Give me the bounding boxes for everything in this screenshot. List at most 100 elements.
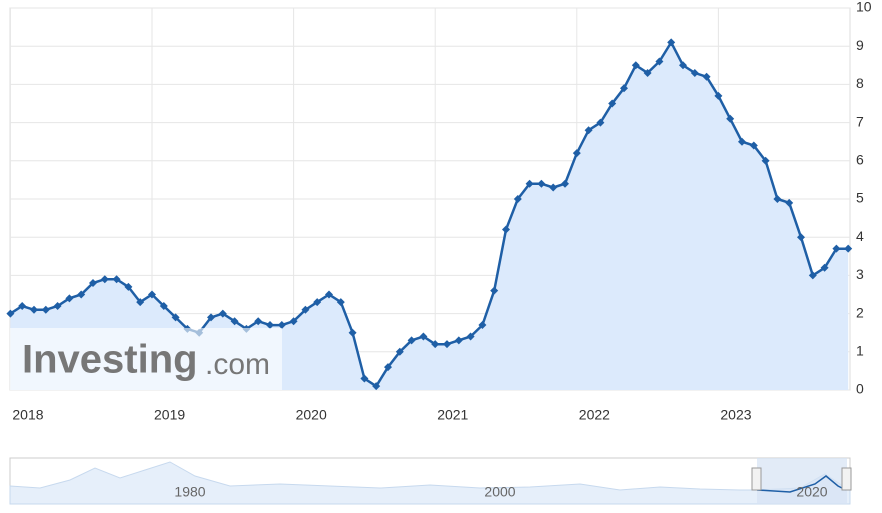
marker	[148, 290, 156, 299]
marker	[77, 290, 86, 299]
y-tick-label: 5	[856, 190, 864, 206]
marker	[443, 340, 451, 349]
marker	[655, 57, 664, 66]
marker	[41, 305, 50, 314]
marker	[266, 321, 274, 330]
marker	[608, 99, 617, 108]
marker	[773, 195, 782, 203]
marker	[419, 332, 428, 341]
marker	[844, 244, 853, 253]
marker	[89, 279, 97, 288]
marker	[702, 72, 711, 81]
marker	[100, 275, 109, 284]
marker	[6, 309, 15, 318]
y-tick-label: 1	[856, 343, 864, 359]
marker	[513, 195, 522, 203]
marker	[372, 382, 381, 391]
marker	[761, 156, 770, 165]
marker	[171, 313, 180, 322]
x-tick-label: 2021	[437, 407, 468, 423]
marker	[490, 286, 499, 295]
marker	[136, 298, 145, 307]
marker	[820, 263, 829, 272]
y-tick-label: 8	[856, 75, 864, 91]
marker	[502, 225, 510, 234]
marker	[301, 305, 310, 314]
x-tick-label: 2019	[154, 407, 185, 423]
marker	[631, 61, 640, 70]
navigator-label: 2020	[796, 484, 827, 500]
y-tick-label: 10	[856, 0, 872, 15]
marker	[395, 347, 404, 356]
marker	[207, 313, 215, 322]
y-tick-label: 3	[856, 266, 864, 282]
marker	[277, 321, 286, 330]
marker	[407, 336, 416, 345]
navigator-handle[interactable]	[841, 467, 852, 491]
marker	[525, 179, 534, 188]
watermark-brand: Investing	[22, 338, 198, 382]
marker	[454, 336, 463, 345]
navigator: 1980 2000 2020	[9, 457, 852, 505]
marker	[124, 282, 133, 291]
x-tick-label: 2020	[296, 407, 327, 423]
watermark-bg	[10, 328, 282, 390]
y-tick-label: 7	[856, 113, 864, 129]
marker	[797, 233, 805, 242]
marker	[348, 328, 357, 337]
marker	[159, 301, 168, 310]
marker	[30, 305, 38, 314]
marker	[325, 290, 333, 299]
marker	[667, 38, 676, 47]
marker	[336, 298, 345, 307]
marker	[313, 298, 322, 307]
marker	[112, 275, 121, 284]
x-tick-label: 2022	[579, 407, 610, 423]
marker	[384, 363, 392, 372]
marker	[289, 317, 298, 326]
y-tick-label: 0	[856, 381, 864, 397]
marker	[714, 91, 723, 100]
marker	[749, 141, 758, 150]
marker	[785, 198, 794, 207]
marker	[218, 309, 227, 318]
marker	[18, 301, 27, 310]
navigator-labels: 1980 2000 2020	[174, 484, 827, 500]
navigator-handle[interactable]	[751, 467, 762, 491]
marker	[561, 179, 569, 188]
marker	[690, 68, 699, 77]
marker	[431, 340, 440, 349]
marker	[832, 244, 841, 253]
marker	[65, 294, 74, 303]
y-tick-label: 2	[856, 304, 864, 320]
marker	[738, 137, 746, 146]
navigator-selected-line	[756, 475, 847, 493]
marker	[230, 317, 239, 326]
watermark: Investing .com	[10, 328, 282, 390]
marker	[679, 61, 687, 70]
x-tick-label: 2018	[12, 407, 43, 423]
y-tick-label: 6	[856, 152, 864, 168]
navigator-label: 2000	[484, 484, 515, 500]
marker	[53, 301, 62, 310]
marker	[596, 118, 605, 127]
y-tick-label: 4	[856, 228, 864, 244]
marker	[726, 114, 735, 123]
navigator-label: 1980	[174, 484, 205, 500]
marker	[254, 317, 263, 326]
marker	[537, 179, 546, 188]
marker	[620, 84, 628, 93]
marker	[584, 126, 593, 135]
marker	[549, 183, 558, 192]
marker	[572, 149, 581, 158]
watermark-suffix: .com	[205, 348, 270, 381]
marker	[808, 271, 817, 280]
y-tick-label: 9	[856, 37, 864, 53]
marker	[643, 68, 652, 77]
marker	[466, 332, 475, 341]
marker	[360, 374, 369, 383]
marker	[478, 321, 487, 330]
area	[10, 42, 849, 391]
plot	[6, 38, 853, 391]
